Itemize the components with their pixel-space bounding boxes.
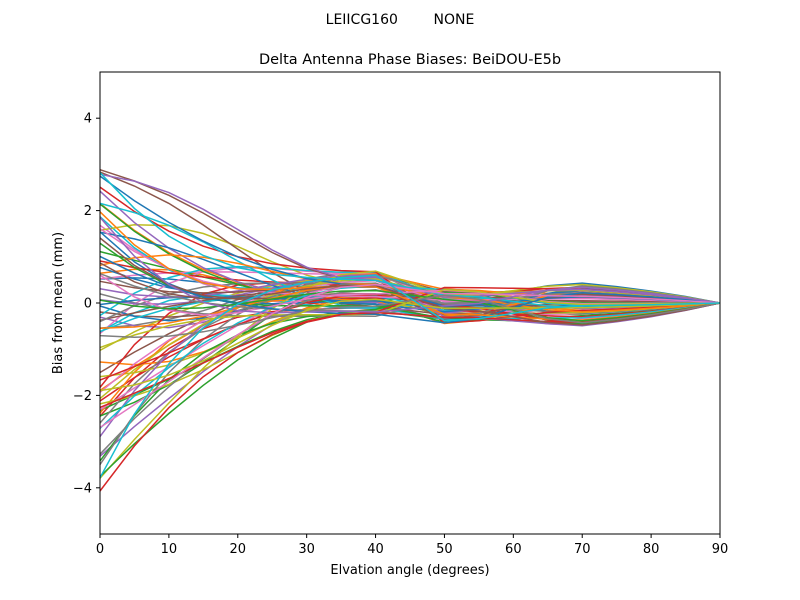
x-tick-label: 70 bbox=[574, 542, 591, 557]
chart-suptitle: LEIICG160 NONE bbox=[326, 12, 475, 28]
x-tick-label: 60 bbox=[505, 542, 522, 557]
y-tick-label: −4 bbox=[73, 481, 92, 496]
x-tick-label: 30 bbox=[298, 542, 315, 557]
x-tick-label: 10 bbox=[161, 542, 178, 557]
series-line bbox=[99, 274, 721, 479]
chart-title: Delta Antenna Phase Biases: BeiDOU-E5b bbox=[259, 52, 561, 68]
series-line bbox=[99, 288, 721, 349]
series-line bbox=[99, 216, 721, 314]
series-line bbox=[99, 294, 721, 339]
y-axis-label: Bias from mean (mm) bbox=[51, 232, 66, 374]
x-tick-label: 90 bbox=[712, 542, 729, 557]
series-line bbox=[99, 255, 721, 324]
series-line bbox=[99, 270, 721, 479]
y-tick-label: 2 bbox=[84, 204, 92, 219]
series-line bbox=[99, 283, 721, 429]
y-tick-label: 0 bbox=[84, 297, 92, 312]
series-line bbox=[99, 283, 721, 330]
x-tick-label: 40 bbox=[367, 542, 384, 557]
series-line bbox=[99, 289, 721, 322]
series-lines bbox=[99, 168, 721, 492]
x-axis-label: Elvation angle (degrees) bbox=[330, 563, 489, 578]
x-tick-label: 0 bbox=[96, 542, 104, 557]
y-tick-label: 4 bbox=[84, 112, 92, 127]
x-tick-label: 80 bbox=[643, 542, 660, 557]
x-tick-label: 50 bbox=[436, 542, 453, 557]
x-tick-label: 20 bbox=[230, 542, 247, 557]
series-line bbox=[99, 298, 721, 392]
x-axis: 0 10 20 30 40 50 60 70 80 90 bbox=[96, 534, 728, 557]
y-axis: −4 −2 0 2 4 bbox=[73, 112, 100, 496]
y-tick-label: −2 bbox=[73, 389, 92, 404]
series-line bbox=[99, 262, 721, 326]
